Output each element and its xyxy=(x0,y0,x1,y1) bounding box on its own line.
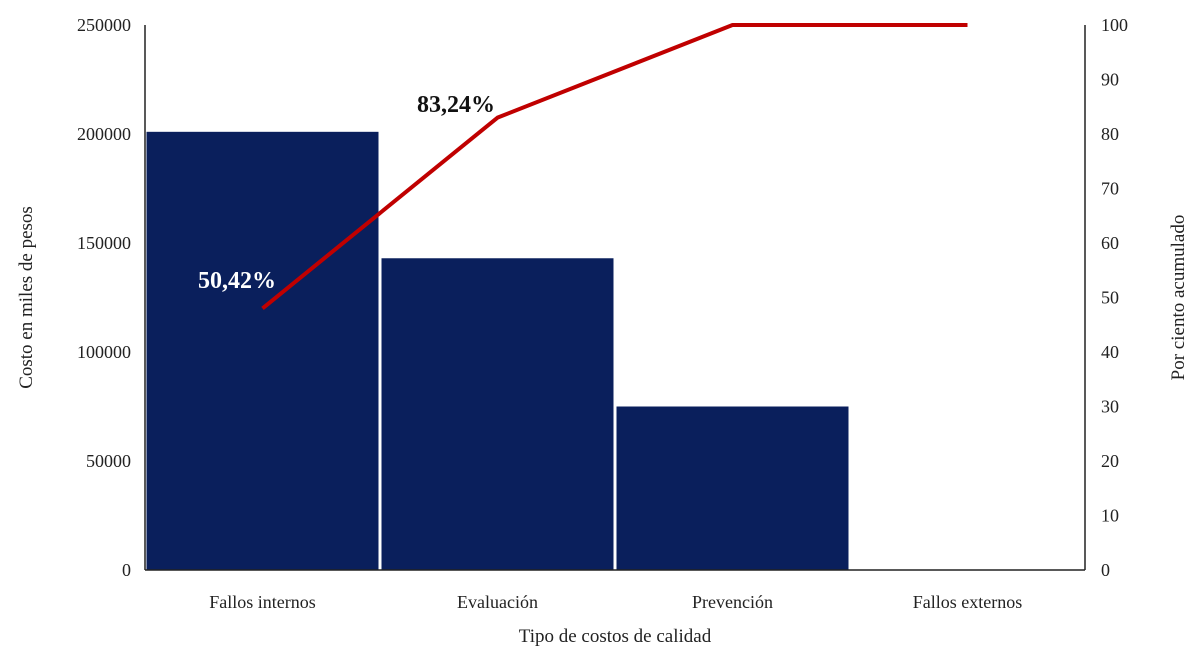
y2-tick-label: 100 xyxy=(1101,15,1128,35)
x-tick-label: Fallos externos xyxy=(913,592,1023,612)
annotation-label-1: 83,24% xyxy=(417,92,495,118)
cumulative-line-layer xyxy=(261,23,968,310)
y2-tick-label: 70 xyxy=(1101,179,1119,199)
x-tick-label: Evaluación xyxy=(457,592,538,612)
y-tick-label: 100000 xyxy=(77,342,131,362)
annotation-label-0: 50,42% xyxy=(198,268,276,294)
x-axis-title: Tipo de costos de calidad xyxy=(519,626,712,647)
x-tick-labels: Fallos internos Evaluación Prevención Fallo… xyxy=(209,592,1022,612)
y2-tick-label: 40 xyxy=(1101,342,1119,362)
y2-tick-labels: 0 10 20 30 40 50 60 70 80 90 100 xyxy=(1101,15,1128,580)
y2-axis-title: Por ciento acumulado xyxy=(1168,215,1189,381)
y-tick-label: 200000 xyxy=(77,124,131,144)
y-tick-label: 0 xyxy=(122,560,131,580)
y-tick-label: 50000 xyxy=(86,451,131,471)
x-tick-label: Prevención xyxy=(692,592,773,612)
bars-layer xyxy=(146,131,849,570)
bar-0 xyxy=(146,131,379,570)
y2-tick-label: 30 xyxy=(1101,397,1119,417)
bar-1 xyxy=(381,258,614,570)
annotations-layer: 50,42% 83,24% xyxy=(198,92,495,294)
y2-tick-label: 10 xyxy=(1101,506,1119,526)
y2-tick-label: 20 xyxy=(1101,451,1119,471)
y2-tick-label: 60 xyxy=(1101,233,1119,253)
y-tick-labels: 0 50000 100000 150000 200000 250000 xyxy=(77,15,131,580)
bar-2 xyxy=(616,406,849,570)
y-tick-label: 250000 xyxy=(77,15,131,35)
cumulative-line xyxy=(261,23,968,310)
x-tick-label: Fallos internos xyxy=(209,592,316,612)
y2-tick-label: 90 xyxy=(1101,70,1119,90)
y-axis-title: Costo en miles de pesos xyxy=(16,206,37,389)
y-tick-label: 150000 xyxy=(77,233,131,253)
y2-tick-label: 0 xyxy=(1101,560,1110,580)
axes-layer xyxy=(144,25,1086,571)
y2-tick-label: 50 xyxy=(1101,288,1119,308)
y2-tick-label: 80 xyxy=(1101,124,1119,144)
